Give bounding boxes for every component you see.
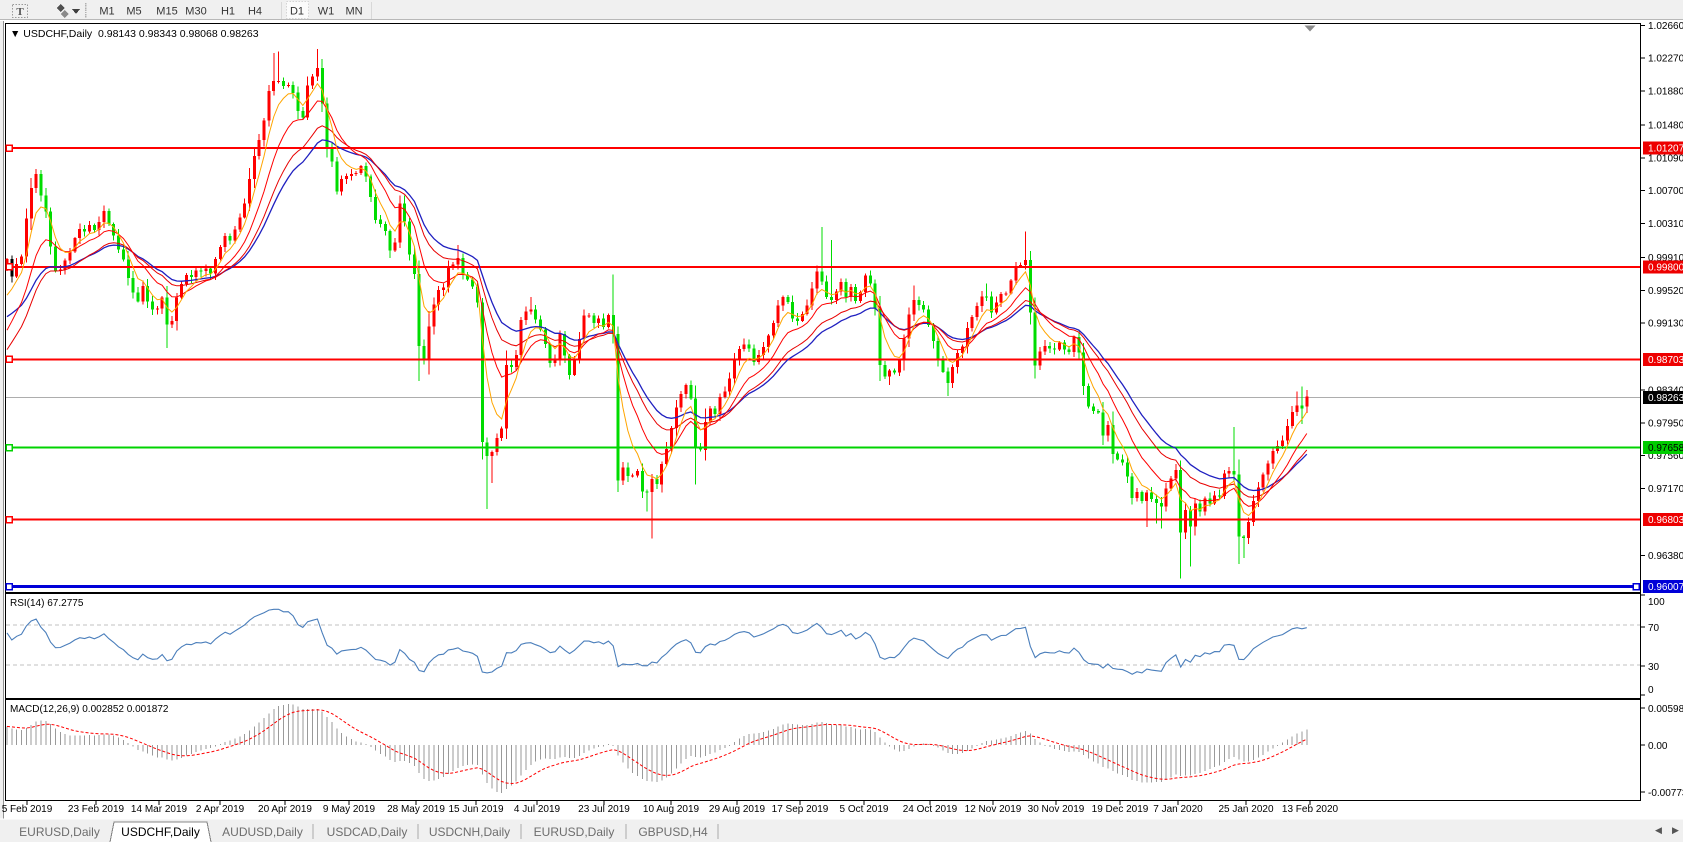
svg-text:4 Jul 2019: 4 Jul 2019 <box>514 804 561 815</box>
svg-text:30 Nov 2019: 30 Nov 2019 <box>1028 804 1085 815</box>
svg-text:0.96803: 0.96803 <box>1648 515 1683 526</box>
svg-text:M1: M1 <box>99 6 114 18</box>
svg-text:0.97950: 0.97950 <box>1648 418 1683 429</box>
svg-text:USDCAD,Daily: USDCAD,Daily <box>327 825 408 839</box>
svg-text:1.01207: 1.01207 <box>1648 144 1683 155</box>
svg-text:7 Jan 2020: 7 Jan 2020 <box>1153 804 1203 815</box>
svg-text:0.97658: 0.97658 <box>1648 443 1683 454</box>
svg-text:30: 30 <box>1648 662 1660 673</box>
svg-text:AUDUSD,Daily: AUDUSD,Daily <box>222 825 303 839</box>
svg-text:28 May 2019: 28 May 2019 <box>387 804 445 815</box>
svg-text:0.96380: 0.96380 <box>1648 551 1683 562</box>
svg-text:H4: H4 <box>248 6 262 18</box>
svg-text:0.99800: 0.99800 <box>1648 262 1683 273</box>
svg-text:25 Jan 2020: 25 Jan 2020 <box>1218 804 1273 815</box>
svg-text:GBPUSD,H4: GBPUSD,H4 <box>638 825 708 839</box>
svg-text:12 Nov 2019: 12 Nov 2019 <box>965 804 1022 815</box>
svg-text:0.99910: 0.99910 <box>1648 253 1683 264</box>
svg-text:EURUSD,Daily: EURUSD,Daily <box>19 825 100 839</box>
svg-text:1.00310: 1.00310 <box>1648 219 1683 230</box>
svg-text:100: 100 <box>1648 597 1665 608</box>
svg-text:9 May 2019: 9 May 2019 <box>323 804 376 815</box>
svg-text:0.98703: 0.98703 <box>1648 355 1683 366</box>
svg-text:-0.007737: -0.007737 <box>1648 788 1683 799</box>
svg-text:0.005986: 0.005986 <box>1648 704 1683 715</box>
svg-text:D1: D1 <box>290 6 304 18</box>
svg-text:USDCHF,Daily: USDCHF,Daily <box>121 825 200 839</box>
svg-text:19 Dec 2019: 19 Dec 2019 <box>1092 804 1149 815</box>
svg-text:EURUSD,Daily: EURUSD,Daily <box>534 825 615 839</box>
svg-text:▶: ▶ <box>1672 825 1679 835</box>
svg-text:23 Jul 2019: 23 Jul 2019 <box>578 804 630 815</box>
svg-text:0.99130: 0.99130 <box>1648 319 1683 330</box>
svg-text:MACD(12,26,9) 0.002852 0.00187: MACD(12,26,9) 0.002852 0.001872 <box>10 704 169 715</box>
svg-text:USDCNH,Daily: USDCNH,Daily <box>429 825 510 839</box>
svg-text:23 Feb 2019: 23 Feb 2019 <box>68 804 125 815</box>
svg-text:1.01090: 1.01090 <box>1648 153 1683 164</box>
svg-text:1.02660: 1.02660 <box>1648 21 1683 32</box>
svg-text:0: 0 <box>1648 685 1654 696</box>
svg-text:1.00700: 1.00700 <box>1648 186 1683 197</box>
svg-text:M5: M5 <box>126 6 141 18</box>
svg-text:0.98340: 0.98340 <box>1648 385 1683 396</box>
svg-text:T: T <box>16 6 24 18</box>
svg-text:0.97560: 0.97560 <box>1648 451 1683 462</box>
svg-text:70: 70 <box>1648 623 1660 634</box>
svg-text:15 Jun 2019: 15 Jun 2019 <box>448 804 503 815</box>
svg-text:1.02270: 1.02270 <box>1648 54 1683 65</box>
svg-text:M30: M30 <box>185 6 206 18</box>
svg-text:0.97170: 0.97170 <box>1648 484 1683 495</box>
svg-text:29 Aug 2019: 29 Aug 2019 <box>709 804 766 815</box>
svg-text:1.01480: 1.01480 <box>1648 120 1683 131</box>
svg-text:▼ USDCHF,Daily 0.98143 0.9834: ▼ USDCHF,Daily 0.98143 0.98343 0.98068 0… <box>10 28 259 40</box>
svg-text:H1: H1 <box>221 6 235 18</box>
svg-text:17 Sep 2019: 17 Sep 2019 <box>772 804 829 815</box>
svg-text:M15: M15 <box>156 6 177 18</box>
svg-text:0.00: 0.00 <box>1648 741 1668 752</box>
svg-text:W1: W1 <box>318 6 335 18</box>
svg-text:0.99520: 0.99520 <box>1648 286 1683 297</box>
svg-text:13 Feb 2020: 13 Feb 2020 <box>1282 804 1339 815</box>
svg-text:0.96007: 0.96007 <box>1648 582 1683 593</box>
svg-text:20 Apr 2019: 20 Apr 2019 <box>258 804 312 815</box>
svg-text:0.98263: 0.98263 <box>1648 393 1683 404</box>
svg-text:14 Mar 2019: 14 Mar 2019 <box>131 804 188 815</box>
svg-text:MN: MN <box>345 6 362 18</box>
svg-text:5 Oct 2019: 5 Oct 2019 <box>840 804 889 815</box>
svg-text:5 Feb 2019: 5 Feb 2019 <box>2 804 53 815</box>
svg-text:24 Oct 2019: 24 Oct 2019 <box>903 804 958 815</box>
svg-text:◀: ◀ <box>1655 825 1662 835</box>
svg-text:2 Apr 2019: 2 Apr 2019 <box>196 804 245 815</box>
svg-text:10 Aug 2019: 10 Aug 2019 <box>643 804 700 815</box>
svg-text:RSI(14) 67.2775: RSI(14) 67.2775 <box>10 598 84 609</box>
svg-text:1.01880: 1.01880 <box>1648 87 1683 98</box>
